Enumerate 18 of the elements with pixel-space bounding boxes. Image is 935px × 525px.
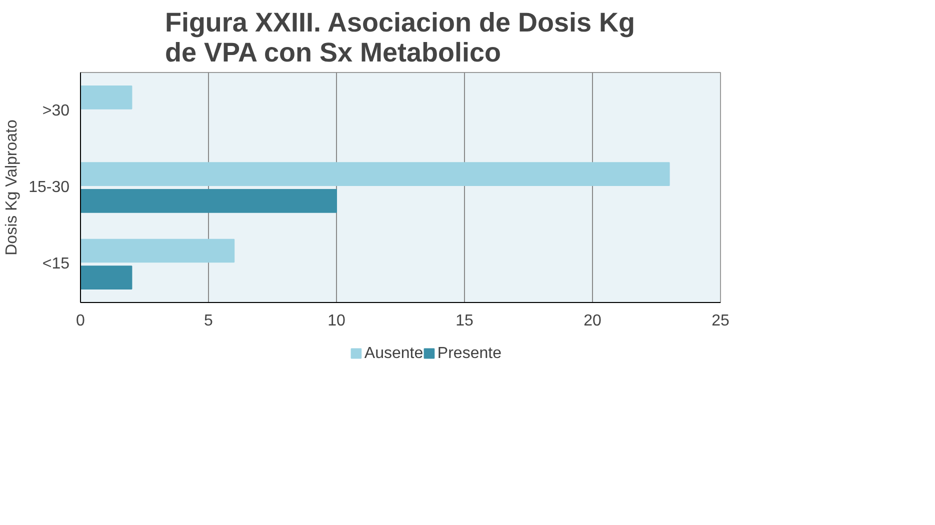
- x-tick-label: 0: [76, 312, 86, 330]
- x-tick-label: 25: [712, 312, 730, 330]
- bar: [80, 189, 337, 213]
- y-tick-label: 15-30: [28, 179, 70, 196]
- bar: [80, 238, 235, 263]
- x-tick-label: 20: [584, 312, 602, 330]
- x-tick-label: 15: [456, 312, 474, 330]
- bar: [80, 162, 670, 186]
- x-tick-label: 10: [328, 312, 346, 330]
- bar: [80, 266, 132, 290]
- bar: [80, 86, 132, 110]
- y-axis-title: Dosis Kg Valproato: [4, 120, 21, 256]
- y-tick-label: >30: [42, 102, 70, 120]
- y-tick-label: <15: [42, 256, 70, 273]
- chart-title: Figura XXIII. Asociacion de Dosis Kg de VPA con Sx Metabolico: [164, 8, 636, 68]
- legend-label: Ausente: [364, 345, 424, 362]
- legend-label: Presente: [437, 345, 502, 362]
- x-tick-label: 5: [204, 312, 214, 330]
